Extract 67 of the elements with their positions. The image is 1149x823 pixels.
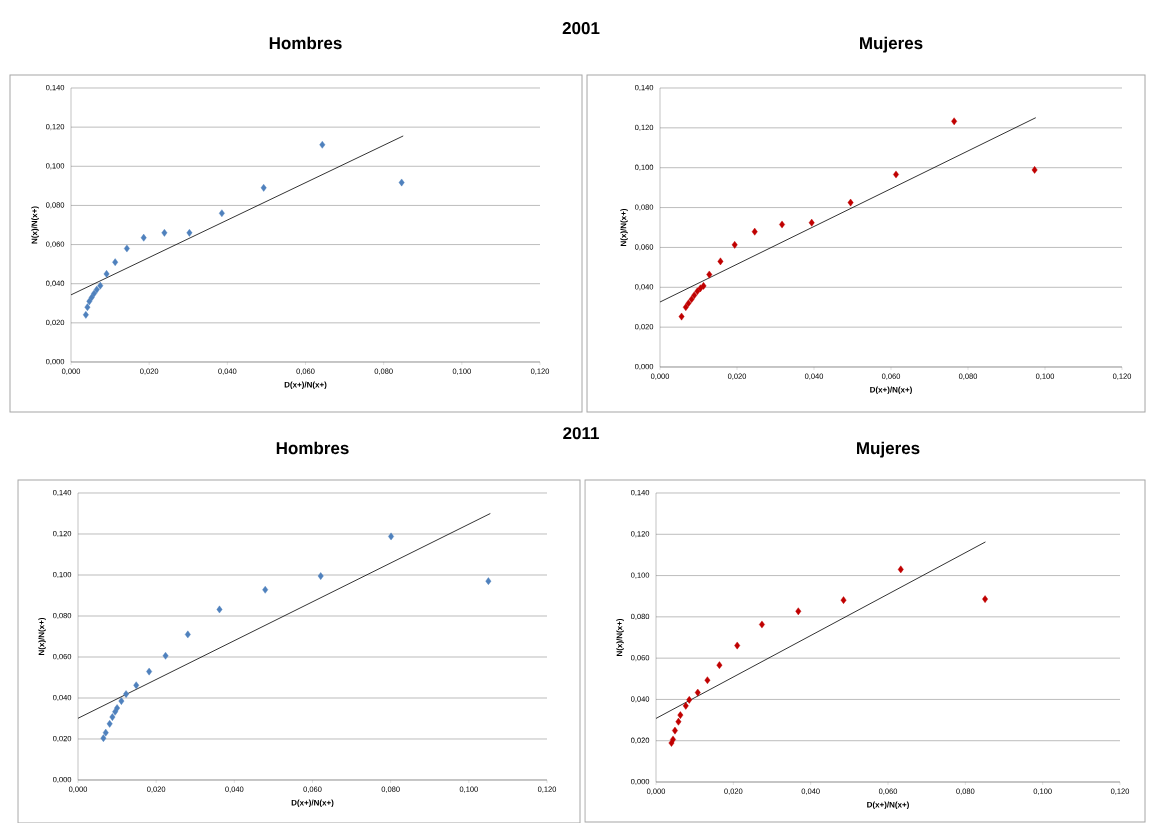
point — [218, 209, 225, 218]
text: 2011 — [563, 427, 599, 440]
point — [751, 227, 758, 236]
point — [93, 285, 100, 294]
point — [317, 572, 324, 580]
point — [682, 702, 689, 710]
point — [84, 303, 91, 311]
point — [106, 720, 113, 728]
point — [184, 630, 191, 639]
point — [162, 651, 169, 660]
point — [140, 233, 147, 242]
point — [716, 661, 723, 669]
x-axis-title: D(x+)/N(x+) — [867, 801, 909, 810]
point — [112, 258, 119, 266]
point — [897, 565, 904, 574]
point — [795, 607, 802, 616]
point — [123, 244, 130, 253]
point — [319, 140, 326, 149]
point — [700, 282, 707, 290]
point — [260, 184, 267, 192]
point — [731, 241, 738, 249]
point — [262, 585, 269, 594]
point — [691, 291, 698, 300]
point — [685, 299, 692, 308]
point — [678, 312, 685, 321]
point — [398, 178, 405, 187]
y-axis-title: N(x)/N(x+) — [31, 206, 39, 244]
point — [123, 690, 129, 698]
point — [1031, 166, 1038, 174]
chart-title: Mujeres — [860, 36, 923, 53]
point — [704, 676, 711, 685]
point — [951, 117, 958, 126]
y-axis-title: N(x)/N(x+) — [620, 208, 628, 246]
point — [982, 595, 988, 603]
point — [677, 711, 684, 719]
point — [717, 257, 724, 266]
chart-title: Hombres — [276, 441, 349, 455]
point — [133, 681, 140, 690]
point — [847, 198, 854, 207]
point — [216, 605, 223, 614]
point — [109, 713, 116, 721]
point — [485, 577, 492, 585]
point — [734, 641, 741, 650]
y-axis-title: N(x)/N(x+) — [616, 618, 624, 656]
point — [118, 697, 125, 705]
point — [840, 596, 847, 604]
chart-title: Hombres — [269, 36, 342, 50]
point — [686, 696, 693, 704]
x-axis-title: D(x+)/N(x+) — [284, 381, 327, 390]
point — [82, 311, 89, 319]
point — [102, 728, 109, 737]
text: 2001 — [562, 22, 600, 35]
point — [161, 229, 168, 237]
point — [146, 667, 153, 676]
y-axis-title: N(x)/N(x+) — [38, 617, 46, 655]
x-axis-title: D(x+)/N(x+) — [870, 386, 912, 395]
point — [97, 281, 104, 290]
x-axis-title: D(x+)/N(x+) — [291, 799, 334, 808]
point — [103, 270, 110, 278]
point — [114, 704, 120, 712]
point — [675, 717, 682, 726]
point — [706, 270, 713, 279]
chart-title: Mujeres — [857, 441, 920, 458]
point — [694, 688, 701, 697]
point — [808, 218, 815, 227]
point — [186, 229, 193, 237]
point — [100, 734, 107, 742]
